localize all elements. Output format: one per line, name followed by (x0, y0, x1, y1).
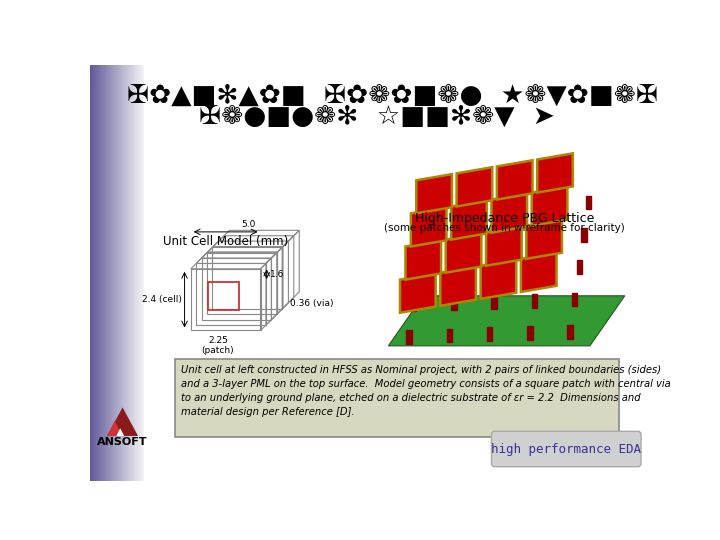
Bar (536, 261, 542, 275)
Polygon shape (492, 193, 527, 233)
Polygon shape (526, 220, 562, 259)
Polygon shape (451, 200, 487, 240)
Polygon shape (107, 408, 138, 436)
Text: 0.36 (via): 0.36 (via) (290, 299, 333, 308)
Polygon shape (486, 226, 522, 266)
Bar (487, 327, 492, 341)
FancyBboxPatch shape (175, 359, 618, 437)
Text: 5.0: 5.0 (242, 220, 256, 229)
Polygon shape (532, 186, 567, 226)
Bar (420, 233, 426, 247)
Polygon shape (107, 421, 122, 436)
Bar (505, 198, 510, 212)
Polygon shape (441, 267, 476, 306)
Bar (567, 325, 573, 339)
Bar (532, 294, 537, 308)
Bar (577, 260, 582, 274)
Bar (461, 232, 466, 245)
Polygon shape (405, 240, 441, 280)
Bar (446, 328, 452, 342)
Bar (500, 230, 506, 244)
Text: 2.4 (cell): 2.4 (cell) (142, 295, 181, 304)
Polygon shape (117, 428, 124, 436)
Polygon shape (456, 167, 492, 206)
Bar (546, 197, 551, 211)
Polygon shape (400, 273, 436, 313)
Text: Unit cell at left constructed in HFSS as Nominal project, with 2 pairs of linked: Unit cell at left constructed in HFSS as… (181, 365, 671, 417)
Bar (425, 200, 431, 214)
Polygon shape (481, 260, 516, 299)
Text: High-Impedance PBG Lattice: High-Impedance PBG Lattice (415, 212, 594, 225)
Bar (456, 264, 462, 278)
Bar (465, 199, 471, 213)
Text: ✠❁●■●❁✻  ☆■■✻❁▼  ➤: ✠❁●■●❁✻ ☆■■✻❁▼ ➤ (199, 103, 554, 130)
Bar (496, 262, 502, 276)
Bar (411, 298, 416, 311)
Polygon shape (411, 207, 446, 247)
Bar (581, 228, 587, 242)
Text: high performance EDA: high performance EDA (491, 443, 641, 456)
Bar (572, 293, 577, 307)
Bar (406, 330, 412, 343)
Polygon shape (521, 253, 557, 292)
Text: Unit Cell Model (mm): Unit Cell Model (mm) (163, 235, 288, 248)
Text: 1.6: 1.6 (270, 270, 284, 279)
Text: ✠✿▲■✻▲✿■  ✠✿❁✿■❁●  ★❁▼✿■❁✠: ✠✿▲■✻▲✿■ ✠✿❁✿■❁● ★❁▼✿■❁✠ (127, 83, 658, 109)
Polygon shape (416, 174, 452, 213)
Text: ANSOFT: ANSOFT (97, 437, 148, 447)
Text: 2.25
(patch): 2.25 (patch) (202, 336, 234, 355)
Polygon shape (537, 153, 573, 193)
Text: (some patches shown in wireframe for clarity): (some patches shown in wireframe for cla… (384, 223, 625, 233)
Bar (527, 326, 533, 340)
Bar (415, 265, 421, 279)
Polygon shape (388, 296, 625, 346)
Bar (541, 229, 546, 243)
FancyBboxPatch shape (492, 431, 641, 467)
Bar (451, 296, 456, 310)
Polygon shape (497, 160, 533, 200)
Polygon shape (446, 233, 482, 273)
Bar (586, 195, 591, 210)
Bar (492, 295, 497, 309)
